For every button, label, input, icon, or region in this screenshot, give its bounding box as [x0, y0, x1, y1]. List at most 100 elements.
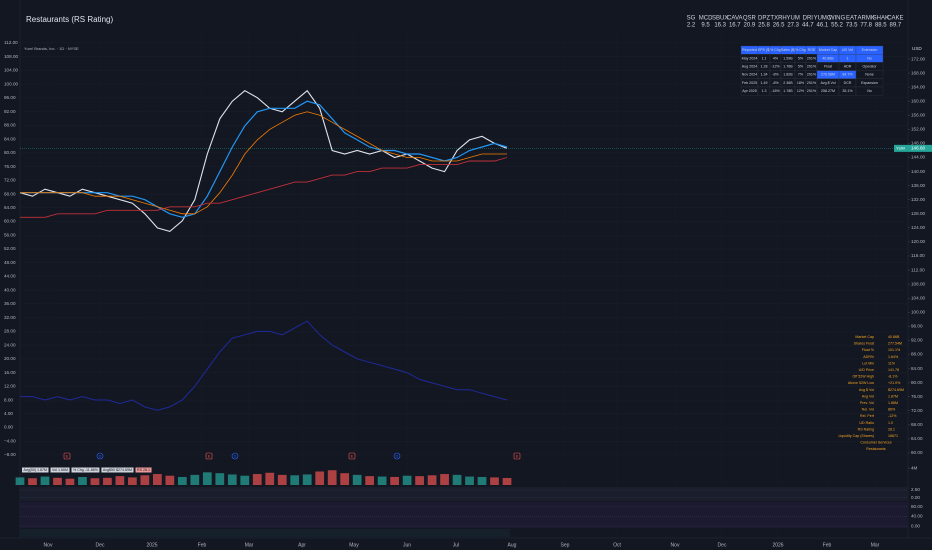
- volume-bar: [202, 472, 212, 485]
- x-tick-label: Jul: [453, 542, 459, 548]
- x-tick-label: Apr: [298, 542, 306, 548]
- x-tick-label: Dec: [96, 542, 105, 548]
- table-text: 1.1: [762, 56, 767, 60]
- table-text: Feb 2025: [742, 81, 757, 85]
- y2-tick-label: 80.00: [911, 380, 923, 385]
- event-marker: [348, 452, 356, 460]
- x-tick-label: Oct: [613, 542, 621, 548]
- table-text: Apr 2025: [742, 89, 757, 93]
- stat-label: Prev. Vol: [860, 401, 874, 405]
- y2-tick-label: 76.00: [911, 394, 923, 399]
- rs-symbol: QSR: [743, 16, 757, 22]
- rs-value: 20.9: [744, 23, 756, 29]
- y2-tick-label: 168.00: [911, 70, 925, 75]
- y-tick-label: 36.00: [4, 301, 16, 306]
- volume-bar: [327, 470, 337, 485]
- table-text: 201%: [807, 64, 817, 68]
- table-text: 1.49: [761, 81, 768, 85]
- stat-label: UD Ratio: [859, 421, 874, 425]
- stat-value: 101.1%: [888, 348, 901, 352]
- volume-bar: [252, 474, 262, 485]
- rs-symbol: CAVA: [727, 16, 742, 22]
- y2-tick-label: 136.00: [911, 183, 925, 188]
- y2-tick-label: 84.00: [911, 366, 923, 371]
- y-tick-label: 24.00: [4, 342, 16, 347]
- y2-tick-label: 148.00: [911, 141, 925, 146]
- table-text: 258.27M: [821, 89, 835, 93]
- table-text: -8%: [772, 81, 779, 85]
- table-text: 18%: [797, 81, 805, 85]
- table-text: 40.86B: [822, 56, 834, 60]
- y-tick-label: 84.00: [4, 136, 16, 141]
- osc1-tick-label: 2.50: [911, 487, 920, 492]
- table-text: 5%: [798, 56, 804, 60]
- chart-title: Restaurants (RS Rating): [26, 15, 113, 24]
- volume-bar: [340, 473, 350, 485]
- table-text: 4%: [773, 56, 779, 60]
- osc1-tick-label: 0.00: [911, 495, 920, 500]
- chart-layer: SG2.2MCD9.5SBUX16.3CAVA16.7QSR20.9DPZ25.…: [4, 16, 932, 548]
- table-text: 1.34: [761, 73, 768, 77]
- rs-symbol: CAKE: [887, 16, 903, 22]
- y-tick-label: 4.00: [4, 411, 13, 416]
- table-text: 1.78B: [783, 89, 793, 93]
- rs-value: 89.7: [890, 23, 902, 29]
- event-label: E: [208, 453, 211, 458]
- osc2-tick-label: 0.00: [911, 523, 920, 528]
- y-tick-label: 28.00: [4, 329, 16, 334]
- stat-label: Rel. Vol: [862, 408, 875, 412]
- table-header: Market Cap: [819, 48, 838, 52]
- x-tick-label: Jun: [403, 542, 411, 548]
- stat-value: 1.87M: [888, 394, 898, 398]
- y2-tick-label: 172.00: [911, 56, 925, 61]
- table-text: 1.28: [761, 64, 768, 68]
- rs-symbol: WING: [829, 16, 846, 22]
- volume-bar: [377, 476, 387, 485]
- y-tick-label: 108.00: [4, 54, 18, 59]
- rs-value: 9.5: [701, 23, 710, 29]
- stat-value: 1.64%: [888, 355, 899, 359]
- volume-bar: [28, 478, 37, 485]
- table-text: Operator: [862, 64, 877, 68]
- stat-label: Above 52W Low: [848, 381, 875, 385]
- volume-legend: % Chg -11.86%: [73, 468, 99, 472]
- y2-tick-label: 156.00: [911, 113, 925, 118]
- event-marker: [513, 452, 521, 460]
- stat-value: 11%: [888, 361, 896, 365]
- y2-tick-label: 72.00: [911, 408, 923, 413]
- table-header: ROE: [808, 48, 816, 52]
- y-tick-label: 56.00: [4, 232, 16, 237]
- table-text: 278.58M: [821, 73, 835, 77]
- rs-symbol: DRI: [803, 16, 814, 22]
- table-text: 201%: [807, 81, 817, 85]
- stat-value: 1.0: [888, 421, 893, 425]
- volume-bar: [302, 474, 312, 485]
- y2-tick-label: 112.00: [911, 267, 925, 272]
- volume-legend-box: [50, 467, 70, 473]
- table-text: 7%: [798, 73, 804, 77]
- table-text: 12%: [797, 89, 805, 93]
- table-header: Extension: [862, 48, 878, 52]
- rs-value: 46.1: [817, 23, 829, 29]
- event-marker: [205, 452, 213, 460]
- x-tick-label: 2026: [772, 542, 783, 548]
- stat-label: RS Rating: [858, 427, 874, 431]
- table-text: 1.82B: [783, 73, 793, 77]
- volume-bar: [490, 477, 499, 485]
- volume-bar: [290, 475, 300, 485]
- y2-tick-label: 116.00: [911, 253, 925, 258]
- table-text: 1.59B: [783, 56, 793, 60]
- volume-bar: [390, 476, 399, 485]
- x-tick-label: Aug: [508, 542, 517, 548]
- table-text: 35.1%: [842, 89, 853, 93]
- last-price-value: 146.60: [911, 146, 925, 151]
- event-marker: [63, 452, 71, 460]
- rs-value: 73.5: [846, 23, 858, 29]
- table-header: Sales ($): [781, 48, 795, 52]
- y-tick-label: 12.00: [4, 384, 16, 389]
- y2-tick-label: 144.00: [911, 155, 925, 160]
- y-tick-label: 64.00: [4, 205, 16, 210]
- symbol-line: Yum! Brands, Inc. · 1D · NYSE: [24, 46, 79, 51]
- event-marker: [96, 452, 104, 460]
